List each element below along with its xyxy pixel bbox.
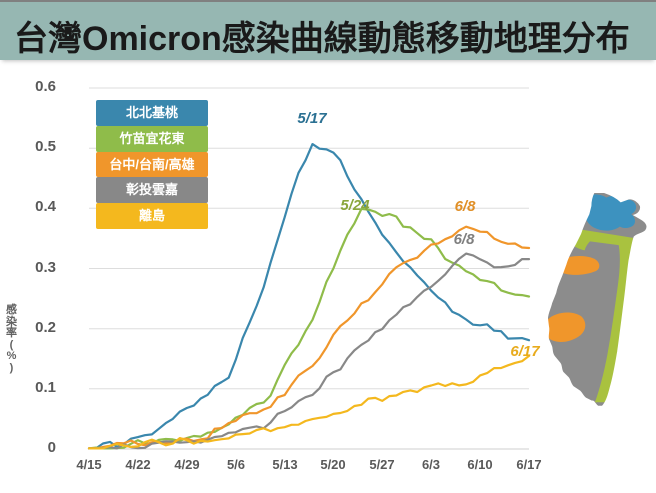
svg-text:6/8: 6/8	[454, 231, 476, 248]
svg-text:6/8: 6/8	[455, 198, 477, 215]
svg-text:5/24: 5/24	[340, 197, 370, 214]
svg-text:5/17: 5/17	[297, 110, 327, 127]
